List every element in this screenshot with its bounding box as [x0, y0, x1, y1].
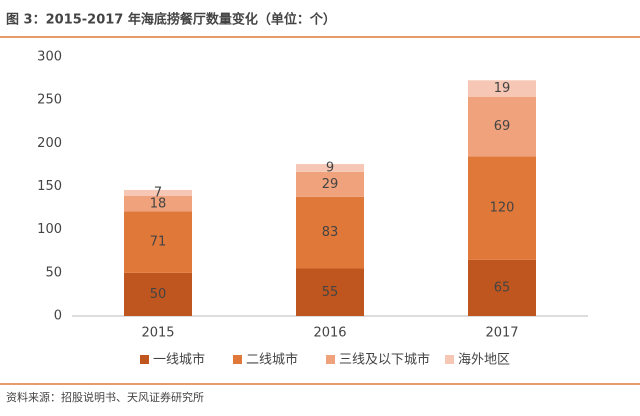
data-label: 50: [150, 287, 167, 302]
data-label: 55: [322, 285, 339, 300]
y-tick-label: 200: [37, 136, 62, 151]
data-label: 65: [494, 280, 511, 295]
legend-swatch: [445, 355, 454, 364]
bar-segment: [124, 211, 192, 273]
y-tick-label: 150: [37, 179, 62, 194]
x-tick-label: 2017: [485, 326, 518, 341]
bar-segment: [468, 96, 536, 157]
data-label: 19: [494, 81, 511, 96]
data-label: 9: [326, 160, 334, 175]
chart-title: 图 3：2015-2017 年海底捞餐厅数量变化（单位：个）: [6, 12, 336, 28]
source: 资料来源：招股说明书、天风证券研究所: [6, 390, 204, 404]
data-label: 69: [494, 119, 511, 134]
x-tick-label: 2016: [313, 326, 346, 341]
y-tick-label: 250: [37, 93, 62, 108]
bar-segment: [124, 272, 192, 316]
bar-segment: [468, 259, 536, 316]
x-tick-label: 2015: [141, 326, 174, 341]
bar-segment: [124, 189, 192, 196]
data-label: 7: [154, 185, 162, 200]
legend-swatch: [140, 355, 149, 364]
legend-label: 海外地区: [458, 353, 510, 368]
bar-segment: [296, 196, 364, 269]
legend-label: 一线城市: [153, 352, 205, 368]
data-label: 29: [322, 177, 339, 192]
y-tick-label: 50: [45, 265, 62, 280]
legend-swatch: [326, 355, 335, 364]
data-label: 18: [150, 196, 167, 211]
bar-segment: [468, 80, 536, 97]
bar-segment: [296, 268, 364, 316]
data-label: 120: [490, 201, 515, 216]
y-tick-label: 100: [37, 222, 62, 237]
legend-label: 三线及以下城市: [339, 352, 430, 368]
bar-segment: [296, 164, 364, 172]
bar-segment: [296, 171, 364, 197]
bar-segment: [468, 156, 536, 260]
y-tick-label: 0: [54, 309, 62, 324]
data-label: 71: [150, 235, 167, 250]
legend-swatch: [233, 355, 242, 364]
data-label: 83: [322, 225, 339, 240]
legend-label: 二线城市: [246, 352, 298, 368]
bar-segment: [124, 195, 192, 212]
y-tick-label: 300: [37, 50, 62, 65]
